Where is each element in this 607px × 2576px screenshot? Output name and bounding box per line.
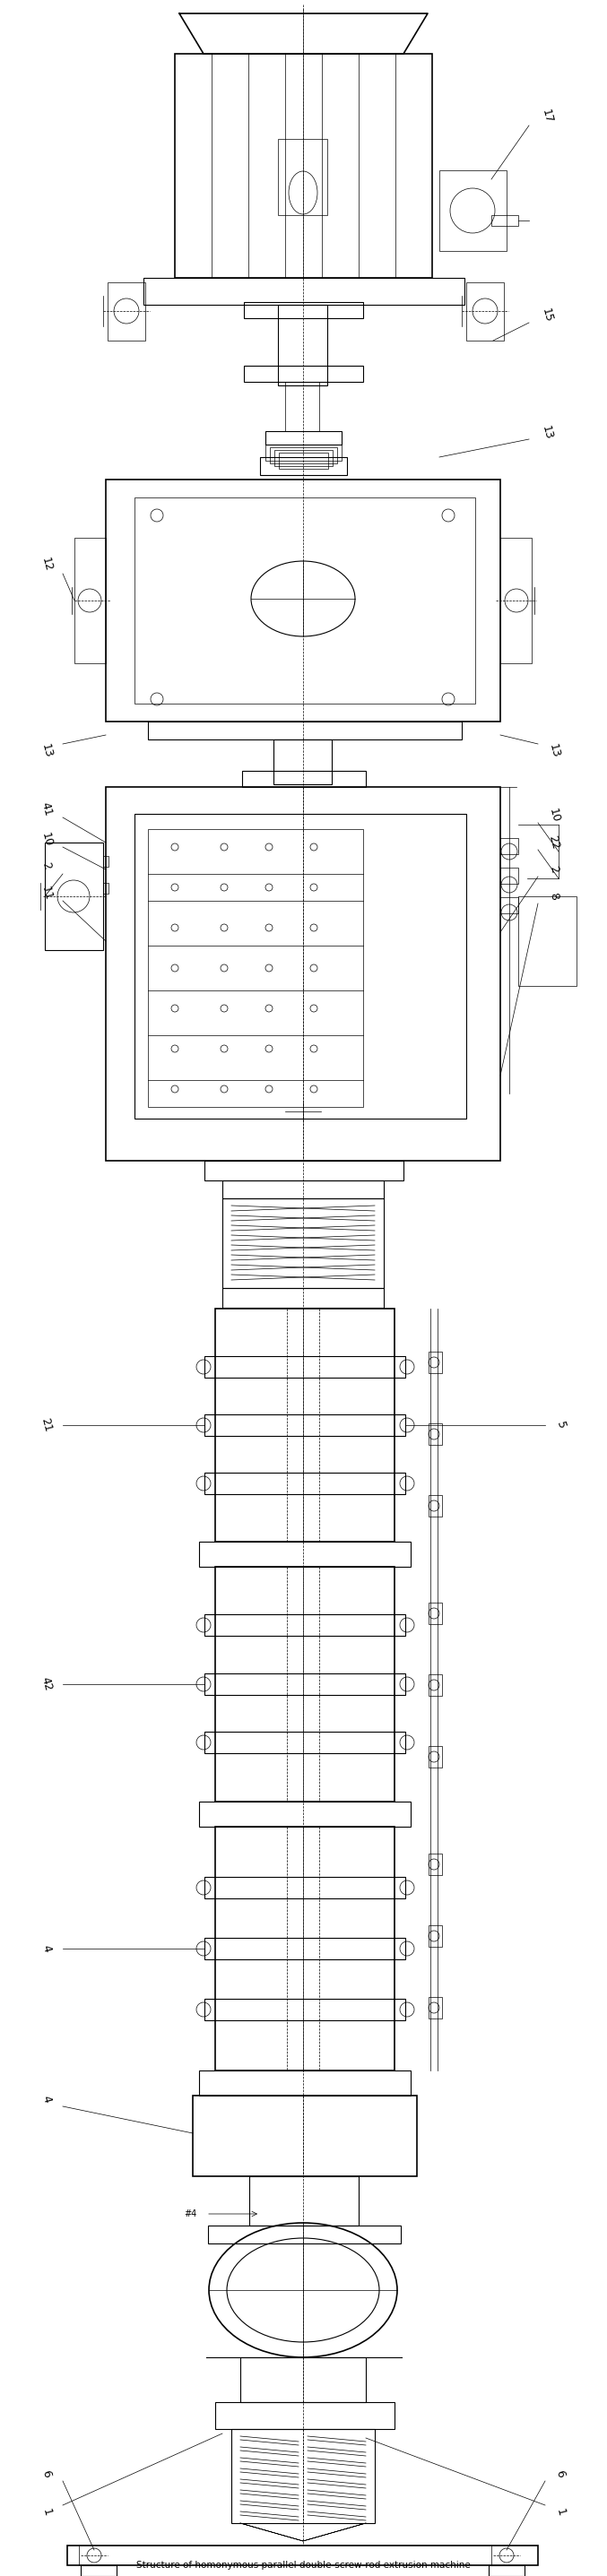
Text: 4: 4 bbox=[40, 2094, 53, 2105]
Bar bbox=[103, 884, 109, 894]
Bar bbox=[148, 829, 363, 1108]
Bar bbox=[222, 1180, 384, 1198]
Bar bbox=[270, 448, 337, 464]
Text: 6: 6 bbox=[40, 2468, 53, 2478]
Bar bbox=[222, 1288, 384, 1309]
Text: 10: 10 bbox=[39, 832, 54, 848]
Bar bbox=[429, 1602, 442, 1623]
Bar bbox=[518, 896, 577, 987]
Bar bbox=[429, 1674, 442, 1695]
Text: 41: 41 bbox=[39, 801, 54, 817]
Bar bbox=[466, 283, 504, 340]
Text: 6: 6 bbox=[554, 2468, 567, 2478]
Bar bbox=[244, 301, 363, 319]
Bar bbox=[45, 842, 103, 951]
Text: 11: 11 bbox=[39, 886, 54, 902]
Bar bbox=[429, 1996, 442, 2020]
Bar bbox=[429, 1855, 442, 1875]
Bar bbox=[222, 1198, 384, 1288]
Bar bbox=[135, 497, 475, 703]
Bar bbox=[429, 1747, 442, 1767]
Bar bbox=[500, 538, 532, 662]
Text: 42: 42 bbox=[39, 1677, 54, 1692]
Text: 13: 13 bbox=[547, 742, 561, 760]
Bar bbox=[491, 216, 518, 227]
Bar bbox=[274, 739, 332, 783]
Bar bbox=[244, 366, 363, 381]
Bar bbox=[215, 2401, 395, 2429]
Bar bbox=[208, 2226, 401, 2244]
Bar bbox=[135, 814, 466, 1118]
Bar bbox=[106, 479, 500, 721]
Bar bbox=[429, 1924, 442, 1947]
Bar bbox=[500, 837, 518, 855]
Bar bbox=[148, 721, 462, 739]
Bar bbox=[265, 446, 342, 461]
Polygon shape bbox=[179, 13, 428, 54]
Bar bbox=[249, 2177, 359, 2226]
Bar bbox=[199, 2071, 411, 2097]
Text: 2: 2 bbox=[548, 866, 561, 873]
Text: 15: 15 bbox=[540, 307, 554, 325]
Text: 13: 13 bbox=[540, 425, 554, 440]
Bar bbox=[205, 1999, 405, 2020]
Bar bbox=[274, 451, 333, 466]
Bar bbox=[205, 1878, 405, 1899]
Bar bbox=[215, 1566, 395, 1801]
Bar bbox=[429, 1425, 442, 1445]
Bar bbox=[215, 1309, 395, 1540]
Bar bbox=[205, 1414, 405, 1435]
Bar bbox=[67, 2545, 538, 2566]
Text: 17: 17 bbox=[540, 108, 554, 124]
Bar bbox=[240, 2357, 366, 2401]
Bar bbox=[429, 1352, 442, 1373]
Bar bbox=[199, 1540, 411, 1566]
Text: 21: 21 bbox=[39, 1417, 54, 1432]
Bar bbox=[278, 304, 327, 386]
Bar bbox=[106, 786, 500, 1162]
Bar bbox=[143, 278, 464, 304]
Bar bbox=[285, 381, 319, 430]
Bar bbox=[500, 868, 518, 884]
Text: 1: 1 bbox=[40, 2506, 53, 2517]
Bar bbox=[175, 54, 432, 278]
Bar bbox=[205, 1731, 405, 1754]
Bar bbox=[103, 855, 109, 866]
Bar bbox=[205, 1674, 405, 1695]
Text: 2: 2 bbox=[40, 860, 53, 871]
Bar bbox=[205, 1473, 405, 1494]
Text: 8: 8 bbox=[548, 891, 561, 902]
Bar bbox=[205, 1937, 405, 1960]
Bar bbox=[489, 2566, 524, 2576]
Text: 12: 12 bbox=[39, 556, 54, 572]
Bar bbox=[278, 139, 327, 216]
Text: Structure of homonymous parallel double-screw-rod extrusion machine: Structure of homonymous parallel double-… bbox=[136, 2561, 470, 2571]
Bar bbox=[205, 1615, 405, 1636]
Text: 1: 1 bbox=[554, 2506, 567, 2517]
Text: 5: 5 bbox=[554, 1419, 567, 1430]
Bar bbox=[242, 770, 366, 786]
Bar bbox=[429, 1494, 442, 1517]
Text: 22: 22 bbox=[547, 835, 561, 850]
Text: #4: #4 bbox=[185, 2210, 197, 2218]
Bar bbox=[215, 1826, 395, 2071]
Text: 10: 10 bbox=[547, 806, 561, 824]
Bar bbox=[107, 283, 145, 340]
Bar bbox=[500, 896, 518, 914]
Bar bbox=[193, 2097, 417, 2177]
Bar bbox=[260, 456, 347, 474]
Bar bbox=[81, 2566, 117, 2576]
Bar bbox=[279, 453, 328, 469]
Text: 13: 13 bbox=[39, 742, 54, 760]
Bar bbox=[199, 1801, 411, 1826]
Text: 4: 4 bbox=[40, 1945, 53, 1953]
Bar bbox=[439, 170, 507, 250]
Bar bbox=[231, 2429, 375, 2522]
Bar bbox=[75, 538, 106, 662]
Bar bbox=[205, 1162, 404, 1180]
Bar bbox=[265, 430, 342, 446]
Bar bbox=[205, 1355, 405, 1378]
